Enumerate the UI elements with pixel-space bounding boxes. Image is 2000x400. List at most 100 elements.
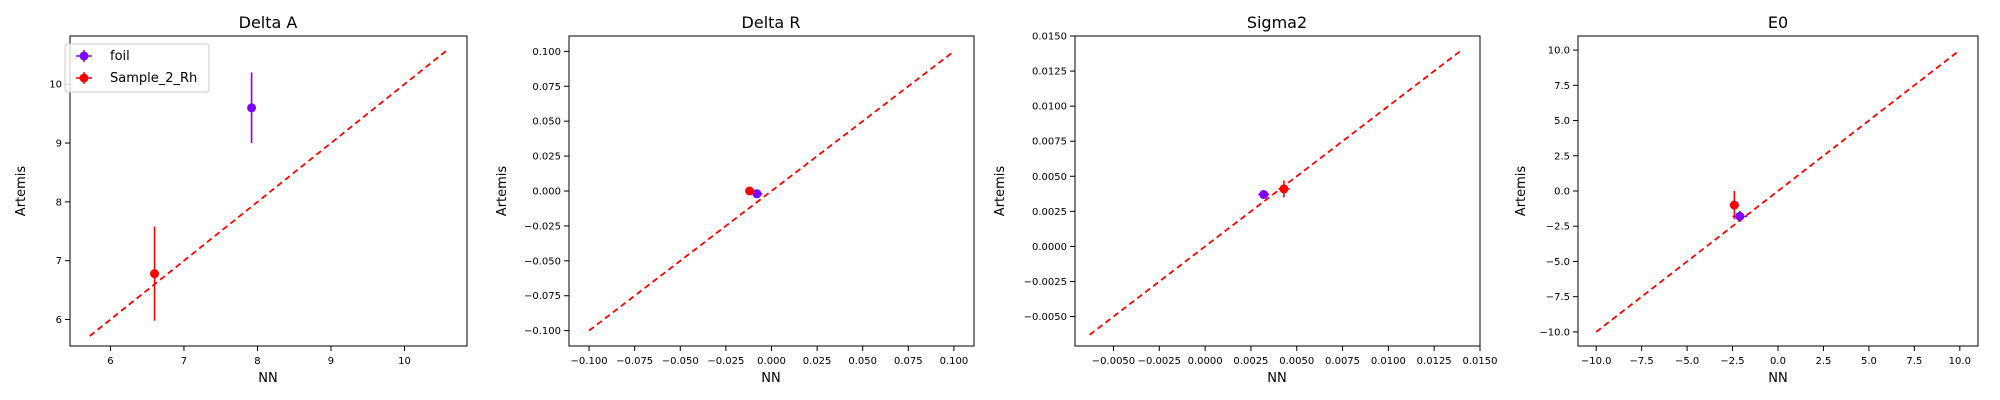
chart-panel-delta-a: 6 7 8 9 10 6 7 8 9 10 Delta A NN Artemis foil Sam…: [14, 13, 468, 386]
x-tick-label: 0.0050: [1279, 356, 1314, 367]
x-tick-label: 8: [254, 356, 260, 367]
y-tick-label: −0.025: [524, 221, 561, 232]
axis-ticks: 6 7 8 9 10 6 7 8 9 10: [49, 80, 411, 367]
x-tick-label: −10.0: [1581, 356, 1612, 367]
x-tick-label: 0.0150: [1463, 356, 1498, 367]
x-tick-label: 6: [107, 356, 113, 367]
legend-label-foil: foil: [110, 49, 130, 64]
y-tick-label: −5.0: [1546, 257, 1570, 268]
axis-ticks: −10.0 −7.5 −5.0 −2.5 0.0 2.5 5.0 7.5 10.0 −10.0 −7…: [1539, 46, 1971, 367]
x-tick-label: −5.0: [1675, 356, 1699, 367]
x-tick-label: 0.0: [1770, 356, 1786, 367]
y-tick-label: 10.0: [1548, 46, 1570, 57]
x-tick-label: 10.0: [1949, 356, 1971, 367]
x-tick-label: 10: [398, 356, 411, 367]
x-tick-label: 7.5: [1906, 356, 1922, 367]
x-tick-label: 0.075: [894, 356, 923, 367]
legend-marker-sample-2-rh: [76, 72, 92, 84]
y-tick-label: 8: [56, 197, 62, 208]
x-axis-label: NN: [258, 371, 277, 386]
x-tick-label: 2.5: [1816, 356, 1832, 367]
chart-title: E0: [1768, 13, 1788, 32]
y-tick-label: −0.0050: [1024, 312, 1067, 323]
x-axis-label: NN: [761, 371, 780, 386]
y-axis-label: Artemis: [495, 166, 510, 217]
legend-label-sample-2-rh: Sample_2_Rh: [110, 71, 197, 86]
axis-ticks: −0.0050 −0.0025 0.0000 0.0025 0.0050 0.0075 0.…: [1024, 32, 1498, 368]
chart-title: Sigma2: [1247, 13, 1307, 32]
y-tick-label: −7.5: [1546, 292, 1570, 303]
x-tick-label: −0.100: [571, 356, 608, 367]
x-tick-label: 0.050: [848, 356, 877, 367]
y-tick-label: 9: [56, 139, 62, 150]
data-marks: [1089, 49, 1463, 336]
data-marks: [588, 50, 955, 332]
identity-line: [1595, 49, 1961, 333]
y-tick-label: 0.100: [532, 47, 561, 58]
data-point-foil: [1259, 190, 1269, 200]
legend-box: [64, 43, 210, 93]
x-tick-label: 0.0125: [1417, 356, 1452, 367]
y-tick-label: 0.0050: [1032, 172, 1067, 183]
x-tick-label: 0.025: [803, 356, 832, 367]
plot-area: [568, 35, 975, 347]
legend-marker-foil: [76, 50, 92, 62]
data-point-sample-2-rh: [150, 269, 160, 279]
data-point-foil: [247, 103, 257, 113]
y-tick-label: 0.025: [532, 152, 561, 163]
data-point-sample-2-rh: [1729, 200, 1739, 210]
data-point-sample-2-rh: [1279, 184, 1289, 194]
x-tick-label: 0.000: [757, 356, 786, 367]
x-tick-label: −0.025: [707, 356, 744, 367]
chart-panel-e0: −10.0 −7.5 −5.0 −2.5 0.0 2.5 5.0 7.5 10.0 −10.0 −7…: [1514, 13, 1979, 386]
y-tick-label: 0.0100: [1032, 102, 1067, 113]
y-tick-label: −0.075: [524, 291, 561, 302]
y-tick-label: 7.5: [1554, 81, 1570, 92]
y-tick-label: 0.075: [532, 82, 561, 93]
y-tick-label: 6: [56, 315, 62, 326]
y-tick-label: 0.0: [1554, 187, 1570, 198]
x-tick-label: 5.0: [1861, 356, 1877, 367]
x-tick-label: −0.050: [662, 356, 699, 367]
data-marks: [89, 48, 450, 337]
data-point-foil: [1735, 211, 1745, 221]
x-tick-label: 0.0075: [1325, 356, 1360, 367]
y-tick-label: 10: [49, 80, 62, 91]
x-tick-label: 0.0025: [1233, 356, 1268, 367]
identity-line: [89, 48, 450, 337]
y-tick-label: −10.0: [1539, 327, 1570, 338]
axis-ticks: −0.100 −0.075 −0.050 −0.025 0.000 0.025 0.050 0…: [524, 47, 968, 367]
y-axis-label: Artemis: [14, 166, 29, 217]
x-tick-label: 0.100: [940, 356, 969, 367]
y-tick-label: 0.050: [532, 117, 561, 128]
x-tick-label: 9: [328, 356, 334, 367]
chart-panel-sigma2: −0.0050 −0.0025 0.0000 0.0025 0.0050 0.0075 0.…: [993, 13, 1498, 386]
y-tick-label: −0.100: [524, 326, 561, 337]
x-tick-label: −7.5: [1629, 356, 1653, 367]
y-tick-label: 0.0000: [1032, 242, 1067, 253]
y-tick-label: 0.0025: [1032, 207, 1067, 218]
y-tick-label: −0.0025: [1024, 277, 1067, 288]
y-axis-label: Artemis: [1514, 166, 1529, 217]
data-point-sample-2-rh: [745, 186, 755, 196]
identity-line: [1089, 49, 1463, 336]
y-tick-label: 2.5: [1554, 151, 1570, 162]
chart-title: Delta R: [742, 13, 801, 32]
chart-panel-delta-r: −0.100 −0.075 −0.050 −0.025 0.000 0.025 0.050 0…: [495, 13, 975, 386]
y-tick-label: 0.0075: [1032, 137, 1067, 148]
y-tick-label: 0.0125: [1032, 67, 1067, 78]
x-axis-label: NN: [1267, 371, 1286, 386]
data-marks: [1595, 49, 1961, 333]
x-tick-label: −0.075: [616, 356, 653, 367]
y-tick-label: −2.5: [1546, 222, 1570, 233]
identity-line: [588, 50, 955, 332]
y-tick-label: 5.0: [1554, 116, 1570, 127]
legend: foil Sample_2_Rh: [64, 43, 210, 93]
plot-area: [1074, 35, 1481, 347]
x-tick-label: −0.0025: [1138, 356, 1181, 367]
x-tick-label: 0.0000: [1188, 356, 1223, 367]
chart-title: Delta A: [239, 13, 298, 32]
x-tick-label: 7: [181, 356, 187, 367]
x-tick-label: −0.0050: [1092, 356, 1135, 367]
